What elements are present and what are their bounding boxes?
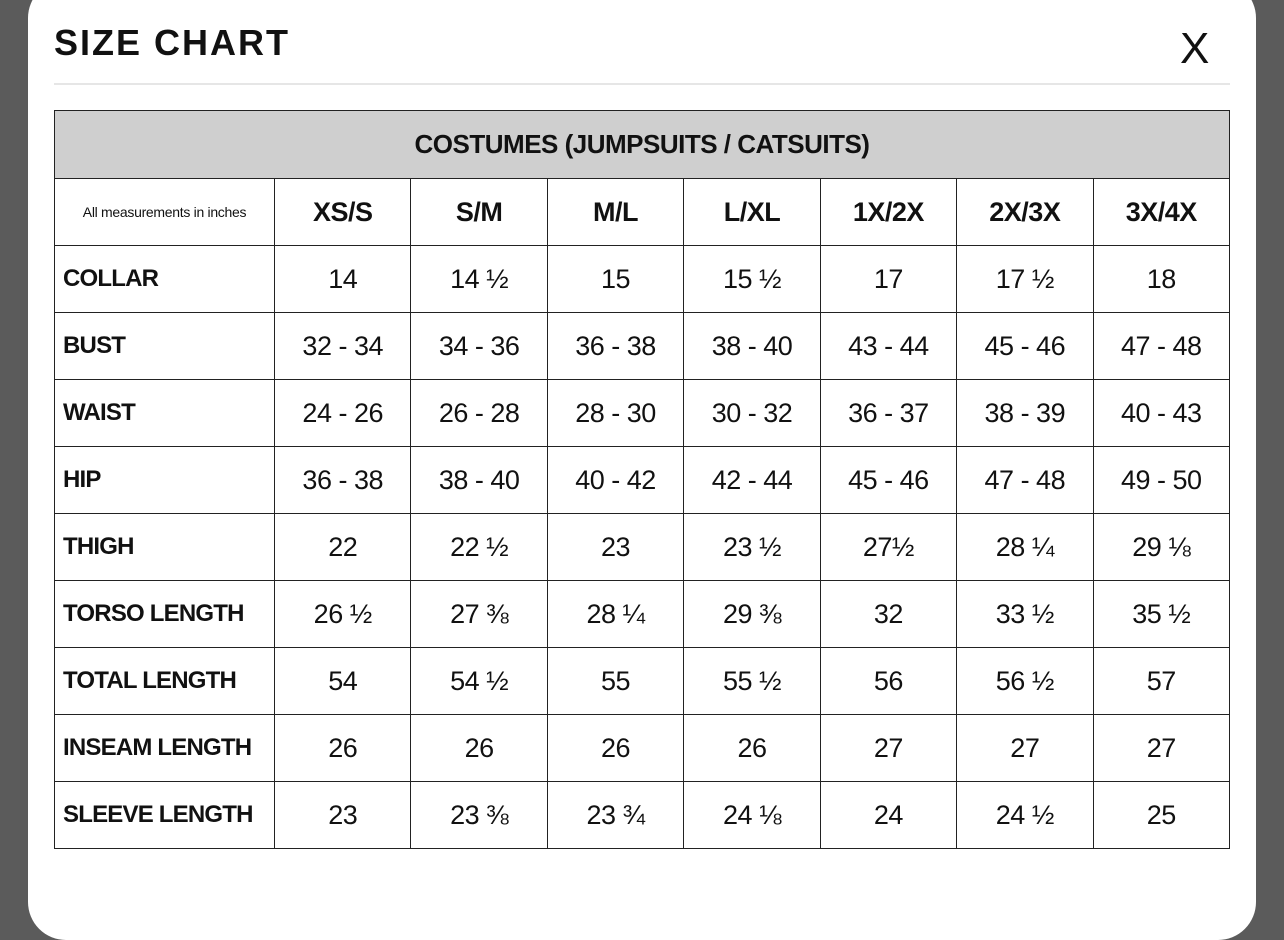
cell: 26 ½ [273, 580, 412, 648]
cell: 28 ¼ [956, 513, 1094, 581]
cell: 15 [546, 245, 685, 313]
cell: 24 ½ [956, 781, 1094, 849]
table-row: TOTAL LENGTH 54 54 ½ 55 55 ½ 56 56 ½ 57 [54, 647, 1231, 715]
cell: 23 ½ [683, 513, 821, 581]
header-row: All measurements in inches XS/S S/M M/L L/XL… [54, 178, 1231, 246]
cell: 45 - 46 [956, 312, 1094, 380]
modal: SIZE CHART X COSTUMES (JUMPSUITS / CATSU… [28, 0, 1256, 940]
caption-row: COSTUMES (JUMPSUITS / CATSUITS) [54, 110, 1230, 179]
table-row: SLEEVE LENGTH 23 23 ⅜ 23 ¾ 24 ⅛ 24 24 ½ 25 [54, 781, 1231, 849]
cell: 28 - 30 [546, 379, 685, 447]
cell: 26 [410, 714, 548, 782]
table-row: INSEAM LENGTH 26 26 26 26 27 27 27 [54, 714, 1231, 782]
cell: 54 ½ [410, 647, 548, 715]
cell: 22 ½ [410, 513, 548, 581]
cell: 23 ⅜ [410, 781, 548, 849]
page: SIZE CHART X COSTUMES (JUMPSUITS / CATSU… [28, 0, 1256, 940]
cell: 54 [273, 647, 412, 715]
row-label: HIP [54, 446, 275, 514]
cell: 28 ¼ [546, 580, 685, 648]
cell: 17 ½ [956, 245, 1094, 313]
cell: 32 - 34 [273, 312, 412, 380]
size-header: 2X/3X [956, 178, 1094, 246]
row-label: WAIST [54, 379, 275, 447]
cell: 55 ½ [683, 647, 821, 715]
size-table: COSTUMES (JUMPSUITS / CATSUITS) All measu… [54, 110, 1231, 849]
size-header: 3X/4X [1092, 178, 1231, 246]
cell: 25 [1092, 781, 1231, 849]
cell: 24 [819, 781, 958, 849]
cell: 38 - 40 [410, 446, 548, 514]
modal-title: SIZE CHART [54, 22, 290, 63]
table-row: TORSO LENGTH 26 ½ 27 ⅜ 28 ¼ 29 ⅜ 32 33 ½ 35 ½ [54, 580, 1231, 648]
cell: 26 - 28 [410, 379, 548, 447]
cell: 38 - 39 [956, 379, 1094, 447]
cell: 24 ⅛ [683, 781, 821, 849]
cell: 27 ⅜ [410, 580, 548, 648]
cell: 33 ½ [956, 580, 1094, 648]
cell: 36 - 37 [819, 379, 958, 447]
cell: 38 - 40 [683, 312, 821, 380]
table-row: WAIST 24 - 26 26 - 28 28 - 30 30 - 32 36 - 37… [54, 379, 1231, 447]
cell: 14 [273, 245, 412, 313]
row-label: TORSO LENGTH [54, 580, 275, 648]
cell: 56 [819, 647, 958, 715]
cell: 24 - 26 [273, 379, 412, 447]
cell: 43 - 44 [819, 312, 958, 380]
cell: 27 [819, 714, 958, 782]
cell: 26 [546, 714, 685, 782]
cell: 29 ⅜ [683, 580, 821, 648]
table-row: BUST 32 - 34 34 - 36 36 - 38 38 - 40 43 - 44 4… [54, 312, 1231, 380]
cell: 40 - 42 [546, 446, 685, 514]
cell: 23 ¾ [546, 781, 685, 849]
cell: 36 - 38 [546, 312, 685, 380]
cell: 32 [819, 580, 958, 648]
row-label: THIGH [54, 513, 275, 581]
cell: 27 [1092, 714, 1231, 782]
cell: 14 ½ [410, 245, 548, 313]
cell: 26 [273, 714, 412, 782]
size-header: M/L [546, 178, 685, 246]
cell: 40 - 43 [1092, 379, 1231, 447]
cell: 42 - 44 [683, 446, 821, 514]
cell: 22 [273, 513, 412, 581]
table-row: THIGH 22 22 ½ 23 23 ½ 27½ 28 ¼ 29 ⅛ [54, 513, 1231, 581]
cell: 30 - 32 [683, 379, 821, 447]
size-header: 1X/2X [819, 178, 958, 246]
row-label: SLEEVE LENGTH [54, 781, 275, 849]
cell: 34 - 36 [410, 312, 548, 380]
cell: 17 [819, 245, 958, 313]
size-header: L/XL [683, 178, 821, 246]
table-row: COLLAR 14 14 ½ 15 15 ½ 17 17 ½ 18 [54, 245, 1231, 313]
separator [54, 83, 1230, 85]
cell: 15 ½ [683, 245, 821, 313]
row-label: TOTAL LENGTH [54, 647, 275, 715]
measurement-note: All measurements in inches [54, 178, 275, 246]
close-button[interactable]: X [1180, 24, 1210, 73]
cell: 36 - 38 [273, 446, 412, 514]
cell: 27½ [819, 513, 958, 581]
cell: 27 [956, 714, 1094, 782]
size-header: XS/S [273, 178, 412, 246]
row-label: INSEAM LENGTH [54, 714, 275, 782]
table-row: HIP 36 - 38 38 - 40 40 - 42 42 - 44 45 - 46 47… [54, 446, 1231, 514]
cell: 45 - 46 [819, 446, 958, 514]
cell: 18 [1092, 245, 1231, 313]
cell: 29 ⅛ [1092, 513, 1231, 581]
cell: 47 - 48 [956, 446, 1094, 514]
cell: 23 [273, 781, 412, 849]
table-caption: COSTUMES (JUMPSUITS / CATSUITS) [54, 110, 1230, 179]
size-header: S/M [410, 178, 548, 246]
cell: 35 ½ [1092, 580, 1231, 648]
row-label: BUST [54, 312, 275, 380]
row-label: COLLAR [54, 245, 275, 313]
cell: 57 [1092, 647, 1231, 715]
cell: 49 - 50 [1092, 446, 1231, 514]
cell: 23 [546, 513, 685, 581]
cell: 55 [546, 647, 685, 715]
cell: 56 ½ [956, 647, 1094, 715]
cell: 26 [683, 714, 821, 782]
cell: 47 - 48 [1092, 312, 1231, 380]
